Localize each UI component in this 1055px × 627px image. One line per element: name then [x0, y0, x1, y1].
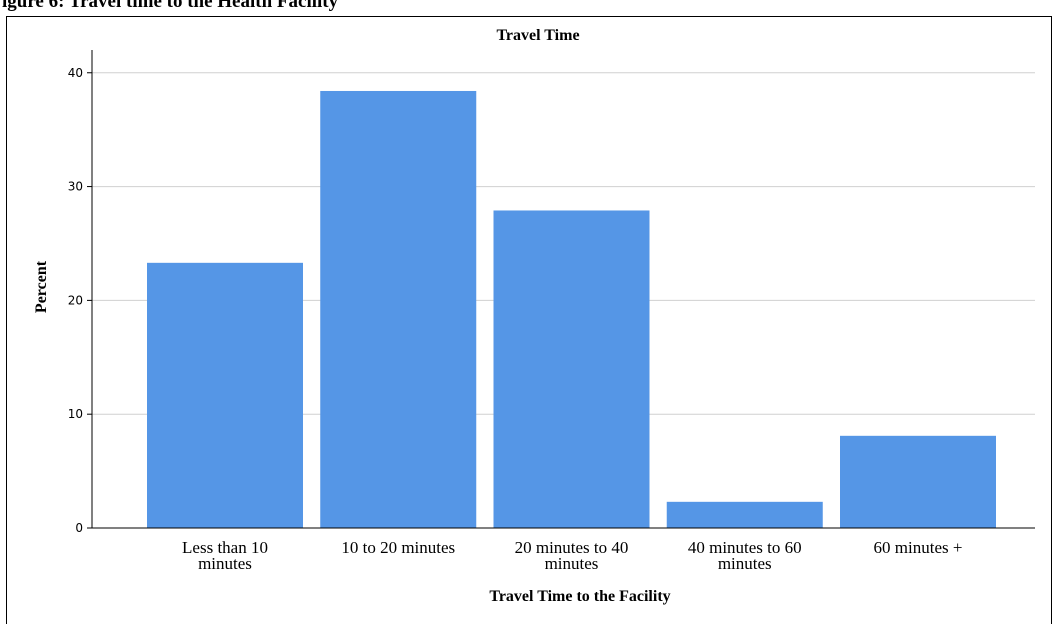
x-category-label: 20 minutes to 40 minutes — [515, 538, 629, 573]
x-category-label: Less than 10 minutes — [182, 538, 268, 573]
y-tick-label: 40 — [68, 66, 83, 80]
bar — [320, 90, 477, 528]
bars — [147, 90, 996, 528]
x-axis-categories: Less than 10 minutes 10 to 20 minutes 20 mi… — [182, 538, 962, 573]
chart-title: Travel Time — [496, 27, 579, 44]
bar — [147, 262, 303, 528]
x-category-label: 10 to 20 minutes — [341, 538, 455, 557]
bar — [666, 501, 823, 528]
figure-caption: igure 6: Travel time to the Health Facil… — [0, 0, 1055, 14]
chart-frame — [6, 16, 1052, 624]
bar — [840, 435, 996, 528]
y-tick-label: 0 — [75, 521, 83, 535]
y-tick-label: 20 — [68, 293, 83, 307]
y-axis-ticks: 0 10 20 30 40 — [68, 66, 92, 535]
x-category-label: 60 minutes + — [874, 538, 963, 557]
figure-caption-text: igure 6: Travel time to the Health Facil… — [2, 0, 339, 12]
x-axis-title: Travel Time to the Facility — [489, 588, 670, 605]
y-tick-label: 10 — [68, 407, 83, 421]
x-category-label: 40 minutes to 60 minutes — [688, 538, 802, 573]
y-tick-label: 30 — [68, 180, 83, 194]
bar — [493, 210, 650, 528]
y-axis-title: Percent — [33, 260, 50, 313]
